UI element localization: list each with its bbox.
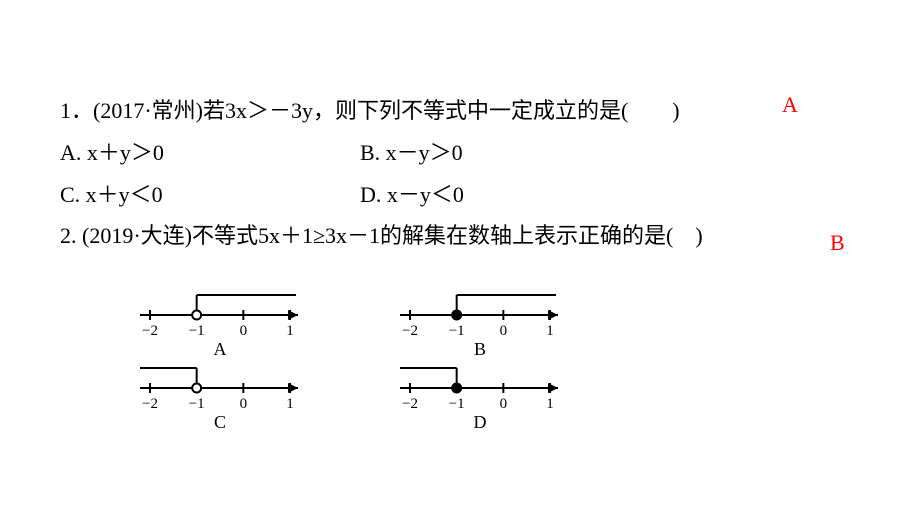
svg-text:0: 0 bbox=[240, 323, 248, 337]
svg-text:1: 1 bbox=[546, 396, 554, 410]
q2-answer: B bbox=[830, 230, 845, 256]
svg-text:−1: −1 bbox=[449, 396, 465, 410]
q1-answer: A bbox=[782, 92, 798, 118]
diagram-label-A: A bbox=[90, 339, 350, 360]
diagram-cell-C: −2 −1 0 1 C bbox=[90, 360, 350, 433]
page: A 1．(2017·常州)若3x＞－3y，则下列不等式中一定成立的是( ) A.… bbox=[0, 0, 920, 433]
diagram-cell-B: −2 −1 0 1 B bbox=[350, 287, 610, 360]
q1-optA: A. x＋y＞0 bbox=[60, 132, 360, 174]
q1-options-row2: C. x＋y＜0 D. x－y＜0 bbox=[60, 174, 870, 216]
q1-optD: D. x－y＜0 bbox=[360, 174, 464, 216]
svg-text:−2: −2 bbox=[402, 323, 418, 337]
q1-optC: C. x＋y＜0 bbox=[60, 174, 360, 216]
q1-optB: B. x－y＞0 bbox=[360, 132, 463, 174]
svg-text:−2: −2 bbox=[402, 396, 418, 410]
svg-text:0: 0 bbox=[500, 323, 508, 337]
numberline-B: −2 −1 0 1 bbox=[390, 287, 570, 337]
svg-text:0: 0 bbox=[500, 396, 508, 410]
diagram-cell-A: −2 −1 0 1 A bbox=[90, 287, 350, 360]
svg-text:−1: −1 bbox=[189, 396, 205, 410]
q1-options-row1: A. x＋y＞0 B. x－y＞0 bbox=[60, 132, 870, 174]
svg-text:−2: −2 bbox=[142, 323, 158, 337]
q1-stem: 1．(2017·常州)若3x＞－3y，则下列不等式中一定成立的是( ) bbox=[60, 90, 870, 132]
svg-text:−2: −2 bbox=[142, 396, 158, 410]
numberline-A: −2 −1 0 1 bbox=[130, 287, 310, 337]
numberline-D: −2 −1 0 1 bbox=[390, 360, 570, 410]
svg-text:1: 1 bbox=[286, 323, 294, 337]
diagram-cell-D: −2 −1 0 1 D bbox=[350, 360, 610, 433]
diagram-label-C: C bbox=[90, 412, 350, 433]
svg-text:1: 1 bbox=[546, 323, 554, 337]
diagram-label-D: D bbox=[350, 412, 610, 433]
q2-stem: 2. (2019·大连)不等式5x＋1≥3x－1的解集在数轴上表示正确的是( ) bbox=[60, 215, 870, 257]
svg-text:0: 0 bbox=[240, 396, 248, 410]
diagram-grid: −2 −1 0 1 A −2 −1 0 1 B −2 −1 0 1 C −2 −1 0 1 D bbox=[90, 287, 870, 433]
svg-text:−1: −1 bbox=[189, 323, 205, 337]
svg-text:1: 1 bbox=[286, 396, 294, 410]
svg-text:−1: −1 bbox=[449, 323, 465, 337]
numberline-C: −2 −1 0 1 bbox=[130, 360, 310, 410]
diagram-label-B: B bbox=[350, 339, 610, 360]
